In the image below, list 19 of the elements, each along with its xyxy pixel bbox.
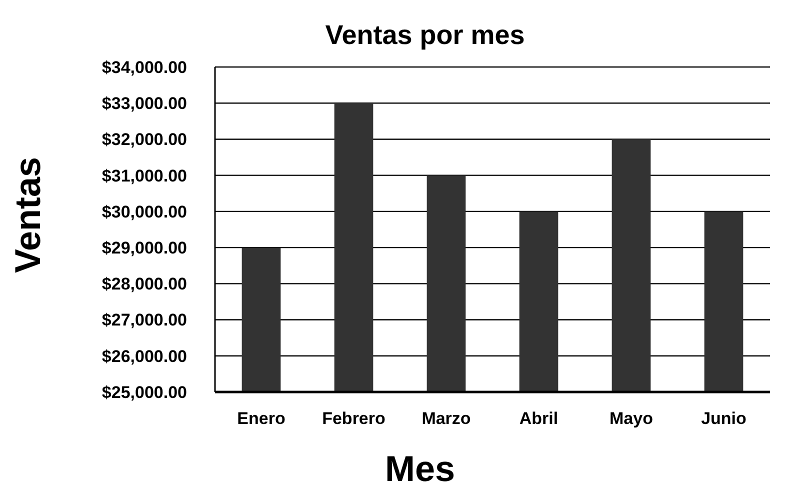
x-tick-label: Enero [237,409,286,428]
x-tick-label: Febrero [322,409,386,428]
x-tick-label: Marzo [422,409,471,428]
y-tick-label: $28,000.00 [102,274,187,294]
y-tick-label: $29,000.00 [102,238,187,258]
y-tick-label: $26,000.00 [102,346,187,366]
y-tick-label: $31,000.00 [102,166,187,186]
chart-title: Ventas por mes [325,20,525,50]
y-tick-label: $33,000.00 [102,94,187,114]
y-tick-label: $34,000.00 [102,58,187,77]
x-tick-label: Junio [701,409,746,428]
y-tick-label: $30,000.00 [102,202,187,222]
x-tick-label: Abril [519,409,558,428]
x-tick-label: Mayo [610,409,653,428]
x-axis-title: Mes [384,448,456,489]
y-tick-label: $25,000.00 [102,382,187,402]
y-tick-label: $27,000.00 [102,310,187,330]
y-axis-title: Ventas [7,156,48,274]
y-tick-label: $32,000.00 [102,130,187,150]
